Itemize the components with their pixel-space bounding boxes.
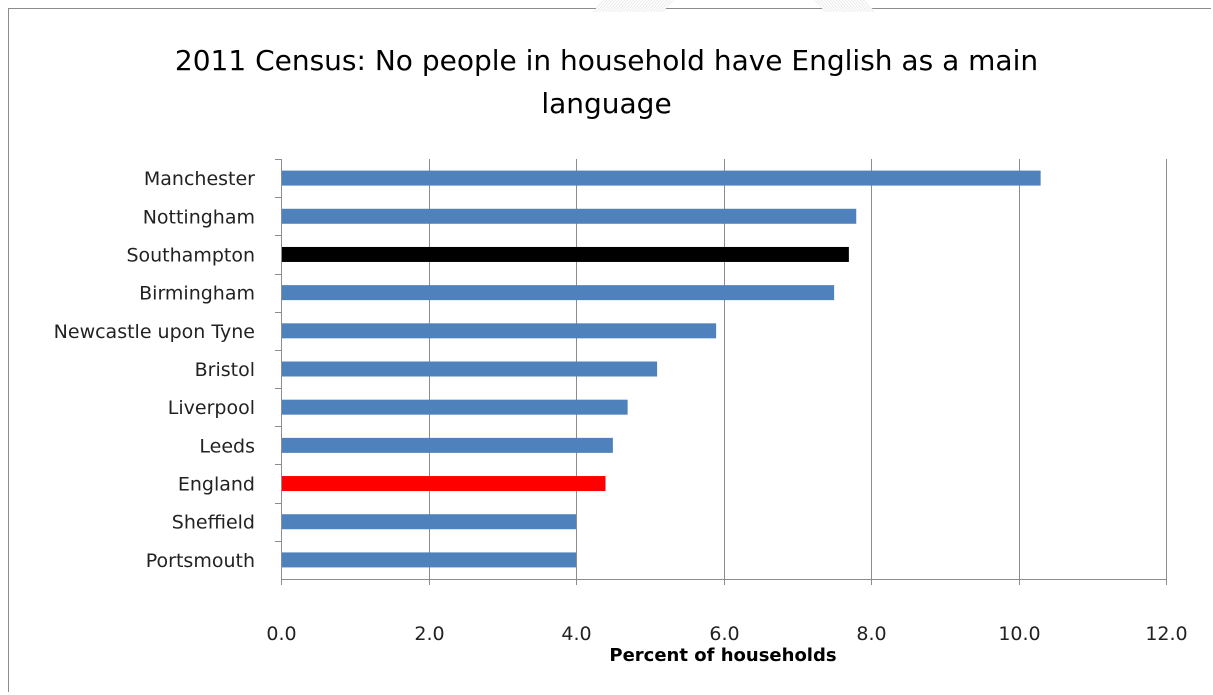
bar: [282, 361, 658, 377]
bar: [282, 437, 613, 453]
chart-title-line-2: language: [541, 87, 672, 120]
bar: [282, 323, 717, 339]
bar: [282, 476, 606, 492]
bar: [282, 170, 1041, 186]
category-labels: Manchester Nottingham Southampton Birmingha…: [54, 168, 256, 572]
chart-title-line-1: 2011 Census: No people in household have…: [174, 44, 1039, 77]
category-label: Bristol: [195, 359, 255, 381]
bar: [282, 514, 576, 530]
x-tick-label: 6.0: [709, 623, 739, 645]
category-label: Leeds: [199, 435, 255, 457]
bar: [282, 399, 628, 415]
category-label: Nottingham: [143, 206, 255, 228]
gridlines: [429, 159, 1167, 579]
category-label: Southampton: [126, 244, 255, 266]
x-axis-title: Percent of households: [609, 645, 837, 666]
category-label: Portsmouth: [146, 550, 255, 572]
bar: [282, 208, 857, 224]
x-tick-label: 4.0: [561, 623, 591, 645]
category-label: England: [178, 474, 255, 496]
category-label: Newcastle upon Tyne: [54, 321, 255, 343]
x-tick-label: 2.0: [414, 623, 444, 645]
category-label: Liverpool: [168, 397, 255, 419]
x-tick-labels: 0.0 2.0 4.0 6.0 8.0 10.0 12.0: [266, 623, 1187, 645]
bar: [282, 552, 576, 568]
x-tick-label: 10.0: [998, 623, 1040, 645]
category-label: Birmingham: [139, 283, 255, 305]
bar: [282, 246, 849, 262]
x-tick-label: 0.0: [266, 623, 296, 645]
bar: [282, 285, 835, 301]
axes: [275, 159, 1167, 585]
x-tick-label: 12.0: [1145, 623, 1187, 645]
category-label: Sheffield: [172, 512, 255, 534]
category-label: Manchester: [144, 168, 255, 190]
x-tick-label: 8.0: [856, 623, 886, 645]
bars: [282, 170, 1041, 568]
